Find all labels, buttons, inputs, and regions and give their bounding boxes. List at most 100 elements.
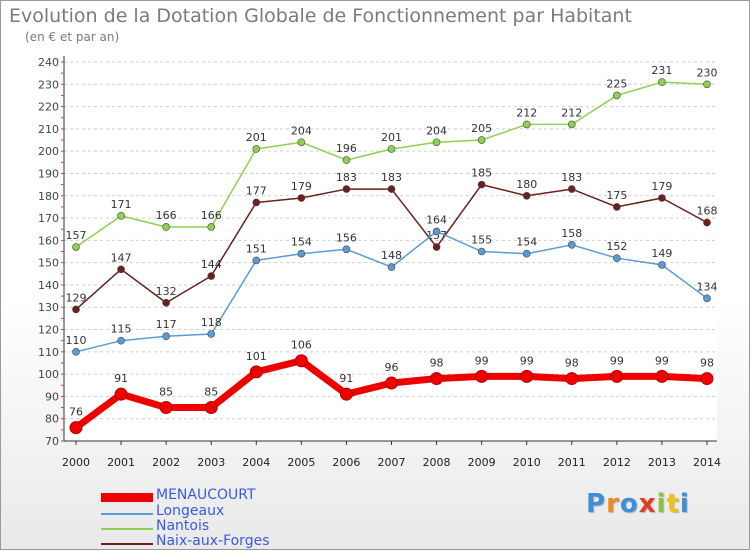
y-tick-label: 140: [38, 279, 59, 292]
data-point: [700, 372, 714, 386]
data-point: [522, 120, 531, 129]
legend-swatch: [101, 493, 153, 502]
y-tick-label: 220: [38, 101, 59, 114]
y-tick-label: 160: [38, 234, 59, 247]
x-tick-label: 2008: [423, 456, 451, 469]
x-tick-label: 2004: [242, 456, 270, 469]
x-tick-label: 2010: [513, 456, 541, 469]
data-label: 147: [111, 251, 132, 264]
x-tick-label: 2006: [332, 456, 360, 469]
data-point: [387, 185, 396, 193]
legend-label: MENAUCOURT: [156, 487, 256, 503]
legend-swatch: [101, 543, 153, 545]
data-label: 98: [430, 357, 444, 370]
data-label: 118: [201, 316, 222, 329]
data-label: 91: [339, 372, 353, 385]
data-point: [565, 372, 579, 386]
data-label: 231: [651, 64, 672, 77]
data-label: 204: [426, 124, 447, 137]
y-tick-label: 240: [38, 56, 59, 69]
data-label: 158: [561, 227, 582, 240]
y-tick-label: 100: [38, 368, 59, 381]
data-label: 201: [246, 131, 267, 144]
data-point: [72, 305, 80, 314]
y-tick-label: 120: [38, 324, 59, 337]
data-point: [610, 369, 624, 383]
legend-label: Nantois: [156, 518, 210, 534]
data-label: 177: [246, 184, 267, 197]
data-point: [522, 191, 531, 200]
data-label: 149: [651, 247, 672, 260]
data-label: 168: [697, 205, 718, 218]
data-point: [294, 354, 308, 368]
data-label: 148: [381, 249, 402, 262]
legend-label: Naix-aux-Forges: [156, 533, 270, 549]
data-point: [162, 298, 170, 307]
x-tick-label: 2011: [558, 456, 586, 469]
data-point: [477, 247, 486, 256]
y-tick-label: 70: [45, 435, 59, 448]
data-label: 183: [561, 171, 582, 184]
data-label: 99: [520, 354, 534, 367]
chart-subtitle: (en € et par an): [25, 30, 120, 44]
data-point: [342, 245, 351, 254]
y-tick-label: 190: [38, 167, 59, 180]
data-label: 212: [561, 106, 582, 119]
data-point: [567, 241, 576, 249]
data-point: [477, 180, 486, 189]
data-label: 98: [565, 357, 579, 370]
data-point: [342, 185, 351, 193]
data-point: [207, 330, 216, 338]
data-label: 179: [651, 180, 672, 193]
data-label: 157: [66, 229, 87, 242]
data-label: 151: [246, 242, 267, 255]
x-tick-label: 2014: [693, 456, 721, 469]
data-point: [342, 156, 351, 164]
data-point: [613, 91, 621, 100]
data-label: 132: [156, 285, 177, 298]
data-point: [72, 243, 80, 251]
data-label: 225: [606, 77, 627, 90]
y-tick-label: 90: [45, 390, 59, 403]
data-point: [387, 145, 396, 153]
data-label: 115: [111, 323, 132, 336]
data-point: [207, 223, 216, 231]
data-label: 99: [610, 354, 624, 367]
x-tick-label: 2003: [197, 456, 225, 469]
data-point: [432, 243, 441, 251]
legend-swatch: [101, 513, 153, 515]
data-label: 85: [159, 386, 173, 399]
data-point: [117, 212, 125, 220]
data-label: 175: [606, 189, 627, 202]
data-point: [297, 194, 306, 202]
data-point: [613, 203, 621, 211]
legend-label: Longeaux: [156, 503, 225, 519]
y-tick-label: 170: [38, 212, 59, 225]
x-tick-label: 2012: [603, 456, 631, 469]
data-point: [252, 145, 261, 153]
chart-title: Evolution de la Dotation Globale de Fonc…: [9, 5, 632, 27]
data-point: [72, 348, 80, 356]
data-label: 134: [697, 280, 718, 293]
data-point: [520, 369, 534, 383]
x-tick-label: 2002: [152, 456, 180, 469]
data-label: 171: [111, 198, 132, 211]
data-point: [249, 365, 263, 379]
data-point: [297, 249, 306, 258]
y-tick-label: 210: [38, 123, 59, 136]
data-point: [432, 138, 441, 147]
data-label: 156: [336, 231, 357, 244]
x-tick-label: 2013: [648, 456, 676, 469]
x-tick-label: 2001: [107, 456, 135, 469]
data-label: 205: [471, 122, 492, 135]
data-point: [204, 401, 218, 415]
data-point: [432, 227, 441, 236]
y-tick-label: 180: [38, 190, 59, 203]
data-label: 204: [291, 124, 312, 137]
data-label: 91: [114, 372, 128, 385]
data-point: [385, 376, 398, 390]
data-label: 185: [471, 167, 492, 180]
data-point: [430, 372, 444, 386]
data-label: 106: [291, 339, 312, 352]
